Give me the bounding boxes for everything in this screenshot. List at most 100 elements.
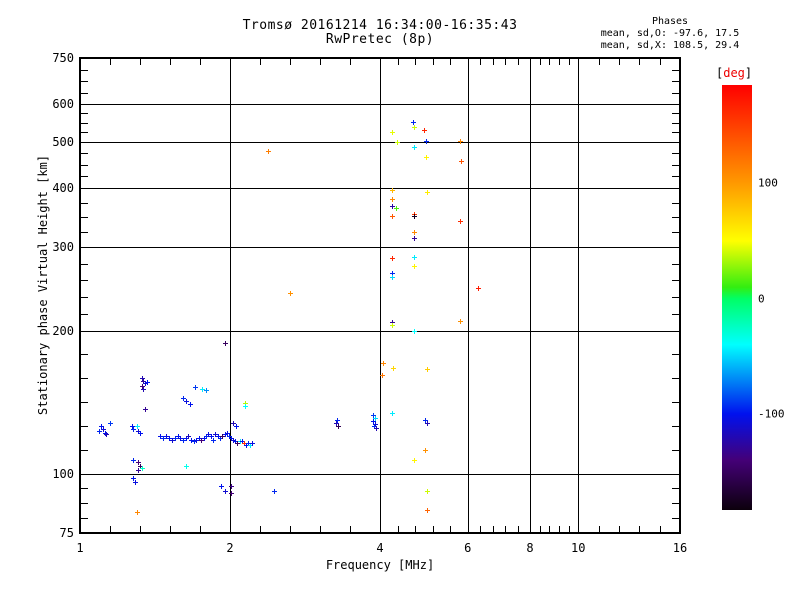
scatter-point (423, 417, 429, 423)
y-tick-label: 500 (52, 134, 74, 149)
scatter-point (203, 434, 209, 440)
y-minor-tick (672, 132, 679, 134)
scatter-point (183, 399, 189, 405)
scatter-point (235, 441, 241, 447)
y-tick-label: 750 (52, 51, 74, 65)
gridline-y-100 (80, 473, 680, 475)
scatter-point (211, 437, 217, 443)
scatter-point (425, 190, 431, 196)
gridline-y-300 (80, 247, 680, 249)
scatter-point (175, 434, 181, 440)
y-minor-tick (81, 176, 88, 178)
scatter-point (234, 423, 240, 429)
colorbar (722, 85, 752, 510)
y-minor-tick (81, 449, 88, 451)
y-minor-tick (81, 503, 88, 505)
x-minor-tick (659, 526, 661, 532)
y-minor-tick (81, 122, 88, 124)
scatter-point (242, 403, 248, 409)
scatter-point (391, 365, 397, 371)
scatter-point (178, 435, 184, 441)
scatter-point (390, 214, 396, 220)
scatter-point (134, 510, 140, 516)
x-minor-tick (140, 59, 141, 65)
scatter-point (220, 434, 226, 440)
scatter-point (226, 434, 232, 440)
scatter-point (194, 437, 200, 443)
scatter-point (141, 386, 147, 392)
y-tick-label: 75 (59, 526, 74, 540)
x-minor-tick (480, 59, 482, 65)
x-minor-tick (350, 59, 351, 65)
scatter-point (188, 437, 194, 443)
scatter-point (380, 360, 386, 366)
scatter-point (222, 432, 228, 438)
y-minor-tick (81, 202, 88, 204)
scatter-point (213, 432, 219, 438)
scatter-point (141, 378, 147, 384)
y-minor-tick (672, 202, 679, 204)
scatter-point (186, 434, 192, 440)
x-minor-tick (432, 526, 434, 532)
scatter-point (208, 434, 214, 440)
gridline-x-4 (380, 58, 381, 533)
scatter-point (411, 328, 417, 334)
scatter-point (371, 423, 377, 429)
scatter-point (229, 491, 235, 497)
scatter-point (100, 427, 106, 433)
scatter-point (390, 411, 396, 417)
scatter-point (411, 213, 417, 219)
scatter-point (422, 127, 428, 133)
scatter-point (390, 275, 396, 281)
x-minor-tick (260, 526, 261, 532)
x-minor-tick (290, 59, 291, 65)
scatter-point (424, 367, 430, 373)
scatter-point (373, 422, 379, 428)
y-minor-tick (81, 402, 88, 404)
y-tick-label: 200 (52, 323, 74, 338)
scatter-point (390, 322, 396, 328)
x-minor-tick (290, 526, 291, 532)
scatter-point (334, 420, 340, 426)
scatter-point (390, 129, 396, 135)
scatter-point (206, 432, 212, 438)
scatter-point (96, 428, 102, 434)
y-minor-tick (81, 280, 88, 282)
y-minor-tick (81, 263, 88, 265)
y-minor-tick (672, 122, 679, 124)
scatter-point (222, 488, 228, 494)
scatter-point (242, 400, 248, 406)
scatter-point (98, 423, 104, 429)
y-minor-tick (81, 164, 88, 166)
scatter-point (458, 219, 464, 225)
scatter-point (191, 439, 197, 445)
x-minor-tick (350, 526, 351, 532)
x-minor-tick (539, 526, 541, 532)
x-minor-tick (110, 59, 111, 65)
y-minor-tick (672, 217, 679, 219)
scatter-point (231, 437, 237, 443)
y-minor-tick (672, 518, 679, 520)
y-minor-tick (81, 313, 88, 315)
y-tick-label: 400 (52, 180, 74, 195)
gridline-x-10 (578, 58, 580, 533)
scatter-point (247, 442, 253, 448)
x-minor-tick (517, 59, 519, 65)
x-minor-tick (517, 526, 519, 532)
y-minor-tick (81, 488, 88, 490)
scatter-point (231, 420, 237, 426)
scatter-point (390, 196, 396, 202)
scatter-point (411, 457, 417, 463)
scatter-point (373, 425, 379, 431)
x-minor-tick (450, 59, 452, 65)
colorbar-tick-label: 100 (758, 176, 778, 190)
x-minor-tick (320, 59, 321, 65)
scatter-point (131, 457, 137, 463)
scatter-point (139, 465, 145, 471)
scatter-point (108, 420, 114, 426)
y-minor-tick (672, 280, 679, 282)
x-minor-tick (618, 59, 620, 65)
gridline-y-600 (80, 104, 680, 106)
x-minor-tick (140, 526, 141, 532)
x-minor-tick (415, 59, 417, 65)
